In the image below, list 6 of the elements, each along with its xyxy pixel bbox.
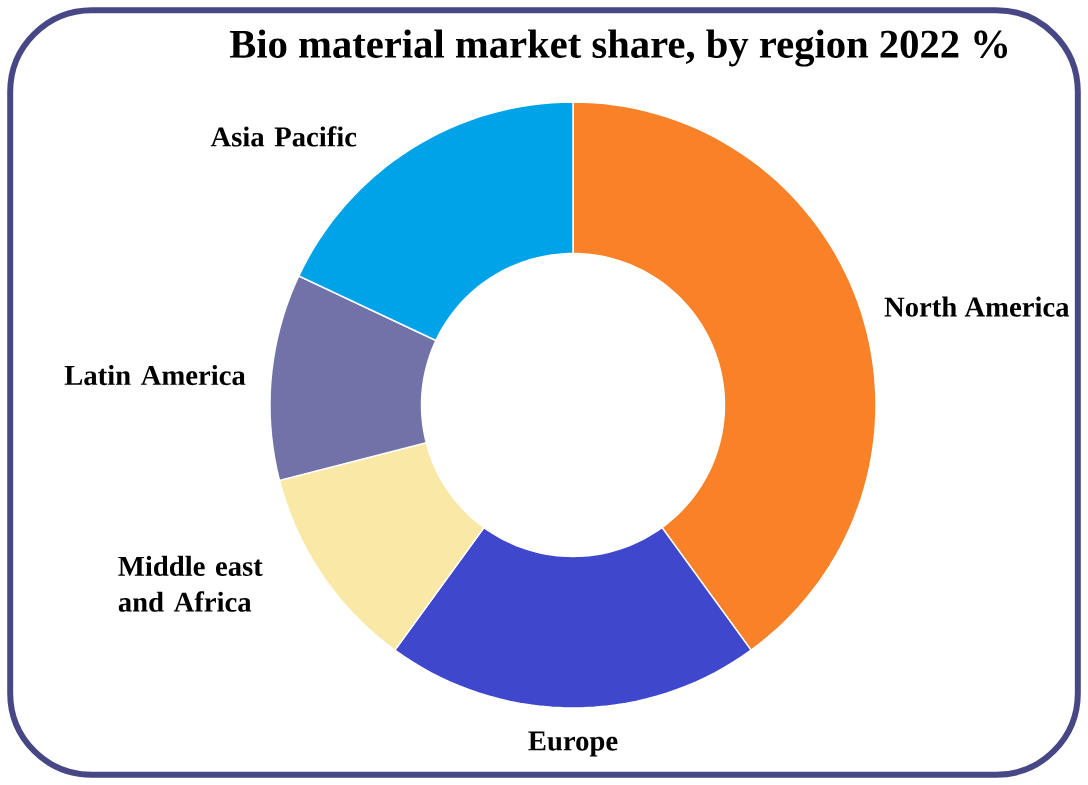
slice-label: Latin America <box>64 364 246 386</box>
slice-label: Asia Pacific <box>210 126 357 147</box>
slice-label: Middle east and Africa <box>118 555 263 612</box>
chart-title: Bio material market share, by region 2022 % <box>229 29 1008 67</box>
slice-label: North America <box>884 296 1070 317</box>
slice-label: Europe <box>528 731 618 757</box>
